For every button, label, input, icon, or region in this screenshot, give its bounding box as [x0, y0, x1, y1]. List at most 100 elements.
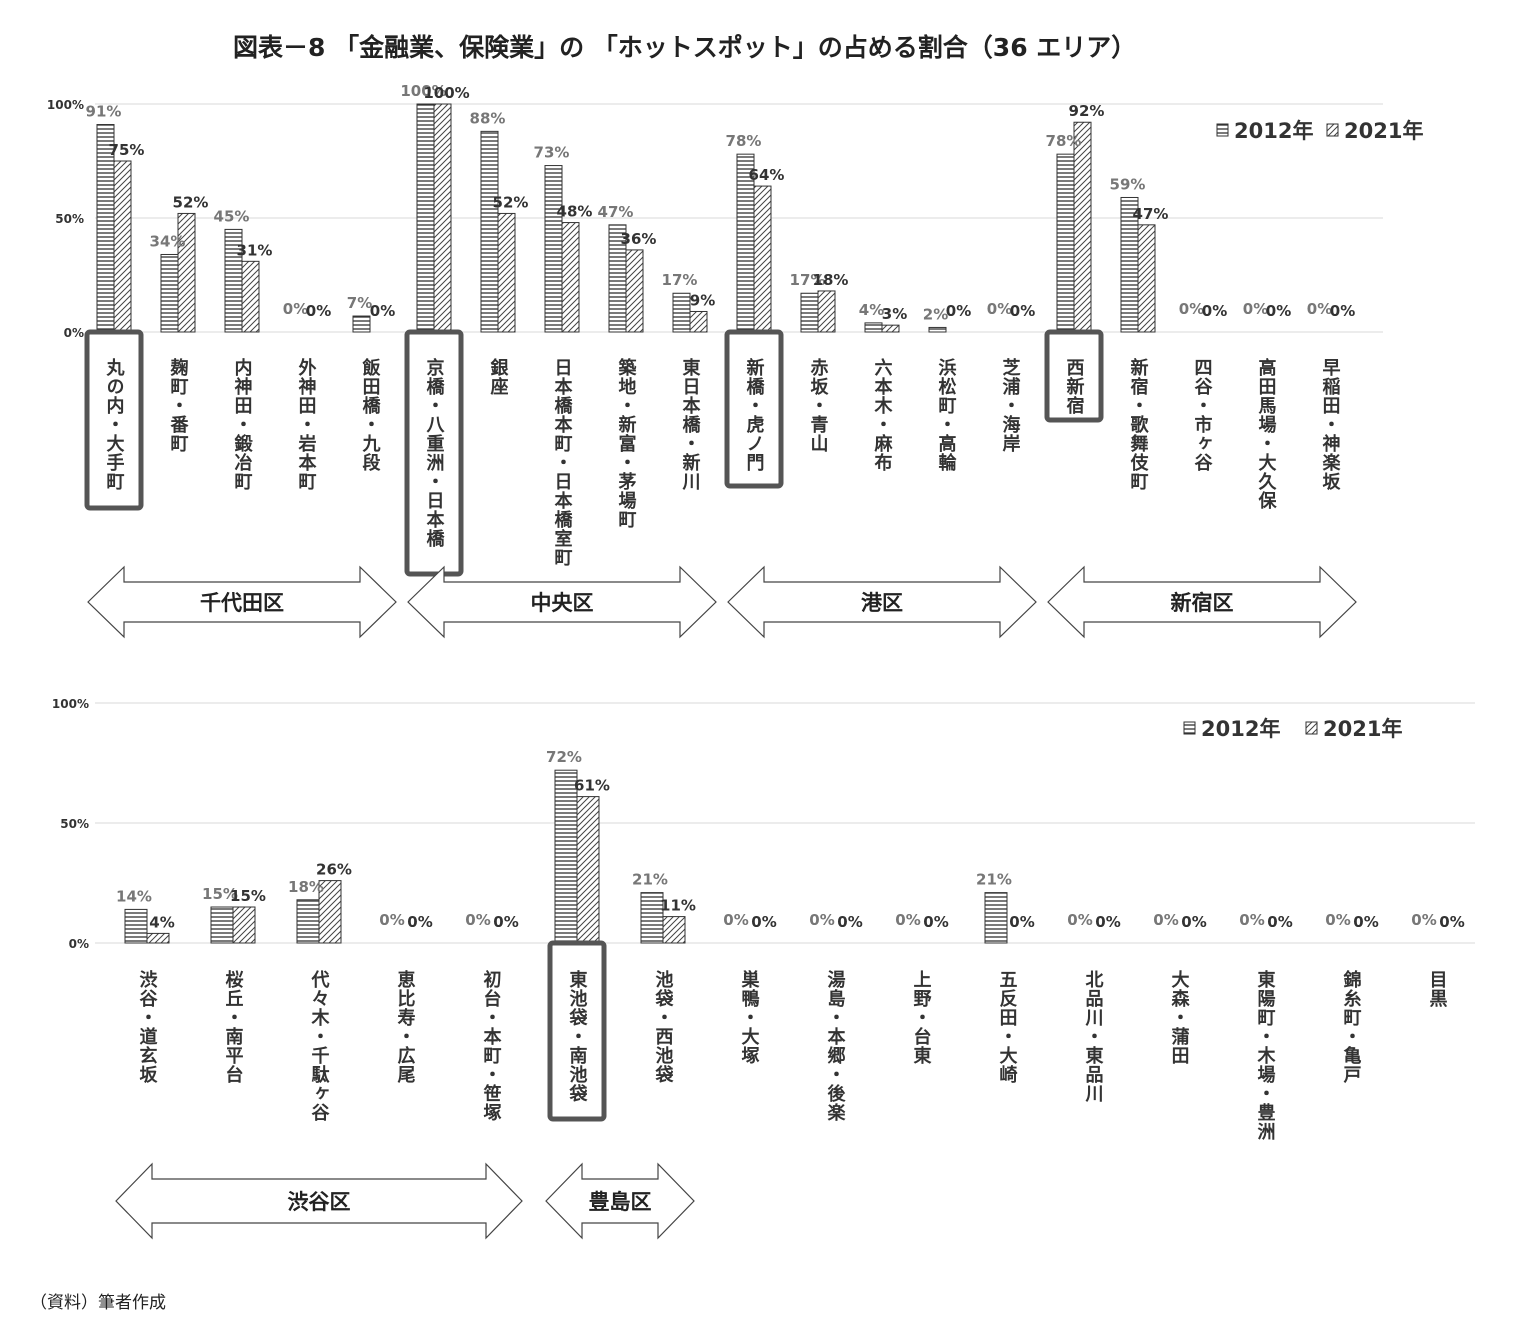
ward-arrow [545, 1162, 695, 1240]
ward-label: 渋谷区 [288, 1190, 351, 1214]
value-label-2012: 0% [1243, 300, 1268, 318]
bar-2012 [352, 315, 371, 333]
value-label-2021: 52% [493, 193, 529, 211]
value-label-2012: 0% [1179, 300, 1204, 318]
ward-label: 豊島区 [589, 1190, 652, 1214]
category-label: 北品川・東品川 [1083, 970, 1105, 1103]
value-label-2021: 52% [173, 193, 209, 211]
category-label: 初台・本町・笹塚 [481, 969, 502, 1122]
category-label: 飯田橋・九段 [360, 357, 382, 472]
value-label-2021: 0% [1266, 302, 1291, 320]
category-label: 日本橋本町・日本橋室町 [552, 358, 573, 567]
y-tick-label: 0% [69, 937, 89, 951]
category-label: 桜丘・南平台 [223, 969, 244, 1084]
value-label-2021: 0% [837, 913, 862, 931]
bar-2012 [554, 769, 578, 944]
value-label-2021: 3% [882, 305, 907, 323]
value-label-2021: 0% [493, 913, 518, 931]
highlight-box [404, 329, 464, 577]
value-label-2012: 88% [470, 109, 506, 127]
legend-swatch-2012 [1216, 123, 1229, 137]
value-label-2012: 0% [987, 300, 1012, 318]
bar-2021 [1073, 121, 1092, 333]
value-label-2021: 9% [690, 291, 715, 309]
value-label-2012: 72% [546, 748, 582, 766]
source-note: （資料）筆者作成 [30, 1293, 166, 1313]
panel-bottom: 0% 50% 100% 14% 4% 渋谷・道玄坂 15%15% 桜丘・南平台 18%26% 代々… [52, 697, 1475, 1240]
category-label: 京橋・八重洲・日本橋 [424, 357, 445, 548]
value-label-2012: 21% [976, 871, 1012, 889]
category-label: 東日本橋・新川 [680, 357, 702, 491]
highlight-box [724, 329, 784, 489]
legend-swatch-2021 [1326, 123, 1339, 137]
bar-2021 [146, 932, 170, 944]
value-label-2012: 18% [288, 878, 324, 896]
ward-arrow [115, 1162, 523, 1240]
category-label: 目黒 [1427, 970, 1448, 1008]
value-label-2012: 0% [379, 911, 404, 929]
category-label: 錦糸町・亀戸 [1341, 969, 1362, 1084]
highlight-box [1044, 329, 1104, 423]
ward-label: 千代田区 [200, 591, 284, 615]
value-label-2012: 47% [598, 203, 634, 221]
value-label-2012: 7% [347, 294, 372, 312]
bar-2021 [113, 160, 132, 333]
bar-2021 [318, 880, 342, 944]
bar-2021 [1137, 224, 1156, 333]
category-label: 銀座 [488, 357, 509, 396]
value-label-2021: 26% [316, 861, 352, 879]
ward-arrow [727, 565, 1037, 639]
ward-label: 新宿区 [1171, 591, 1234, 615]
value-label-2021: 75% [109, 141, 145, 159]
highlight-box [84, 329, 144, 511]
legend-label-2021: 2021年 [1323, 717, 1402, 741]
bar-2021 [662, 916, 686, 944]
value-label-2012: 0% [1067, 911, 1092, 929]
y-tick-label: 100% [52, 697, 89, 711]
value-label-2012: 2% [923, 305, 948, 323]
category-label: 赤坂・青山 [808, 358, 829, 453]
value-label-2012: 0% [723, 911, 748, 929]
bar-2021 [817, 290, 836, 333]
bar-2012 [480, 130, 499, 333]
bar-2021 [561, 222, 580, 333]
bar-2021 [177, 212, 196, 333]
category-label: 東陽町・木場・豊洲 [1255, 969, 1277, 1141]
bar-2021 [433, 103, 452, 333]
bar-2012 [928, 326, 947, 333]
value-label-2012: 0% [1411, 911, 1436, 929]
value-label-2021: 31% [237, 241, 273, 259]
category-label: 内神田・鍛冶町 [232, 357, 253, 491]
chart-title: 図表－8 「金融業、保険業」の 「ホットスポット」の占める割合（36 エリア） [233, 33, 1136, 62]
category-label: 麹町・番町 [168, 357, 190, 453]
category-label: 恵比寿・広尾 [395, 969, 416, 1084]
value-label-2021: 11% [660, 897, 696, 915]
bar-2021 [881, 324, 900, 333]
bar-2012 [984, 892, 1008, 944]
value-label-2021: 0% [370, 302, 395, 320]
y-tick-label: 0% [64, 326, 84, 340]
bar-2021 [753, 185, 772, 333]
bar-2021 [497, 212, 516, 333]
category-label: 浜松町・高輪 [936, 358, 957, 472]
value-label-2021: 100% [423, 84, 469, 102]
value-label-2012: 0% [1153, 911, 1178, 929]
category-label: 大森・蒲田 [1169, 969, 1190, 1065]
value-label-2021: 0% [1009, 913, 1034, 931]
category-label: 池袋・西池袋 [653, 969, 675, 1084]
value-label-2021: 0% [1095, 913, 1120, 931]
category-label: 新宿・歌舞伎町 [1128, 357, 1149, 491]
legend-label-2012: 2012年 [1201, 717, 1280, 741]
category-label: 四谷・市ヶ谷 [1192, 358, 1213, 472]
value-label-2012: 0% [283, 300, 308, 318]
value-label-2012: 91% [86, 103, 122, 121]
bar-2012 [416, 103, 435, 333]
bar-2012 [544, 165, 563, 333]
value-label-2012: 78% [1046, 132, 1082, 150]
value-label-2021: 0% [306, 302, 331, 320]
category-label: 外神田・岩本町 [296, 357, 318, 491]
category-label: 高田馬場・大久保 [1256, 357, 1278, 510]
value-label-2021: 47% [1133, 205, 1169, 223]
value-label-2021: 0% [1353, 913, 1378, 931]
